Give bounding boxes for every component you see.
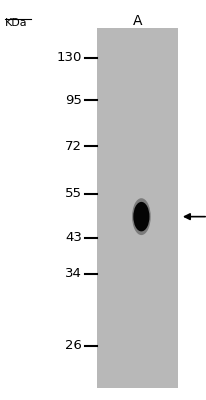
Text: A: A bbox=[132, 14, 142, 28]
Ellipse shape bbox=[133, 202, 149, 231]
Text: 72: 72 bbox=[65, 140, 82, 152]
Text: 95: 95 bbox=[65, 94, 82, 106]
Text: 34: 34 bbox=[65, 267, 82, 280]
Text: 43: 43 bbox=[65, 231, 82, 244]
Text: 55: 55 bbox=[65, 187, 82, 200]
Text: 26: 26 bbox=[65, 339, 82, 352]
Text: KDa: KDa bbox=[5, 18, 27, 28]
Bar bbox=[97, 28, 177, 388]
Text: 130: 130 bbox=[56, 51, 82, 64]
Ellipse shape bbox=[131, 198, 150, 235]
